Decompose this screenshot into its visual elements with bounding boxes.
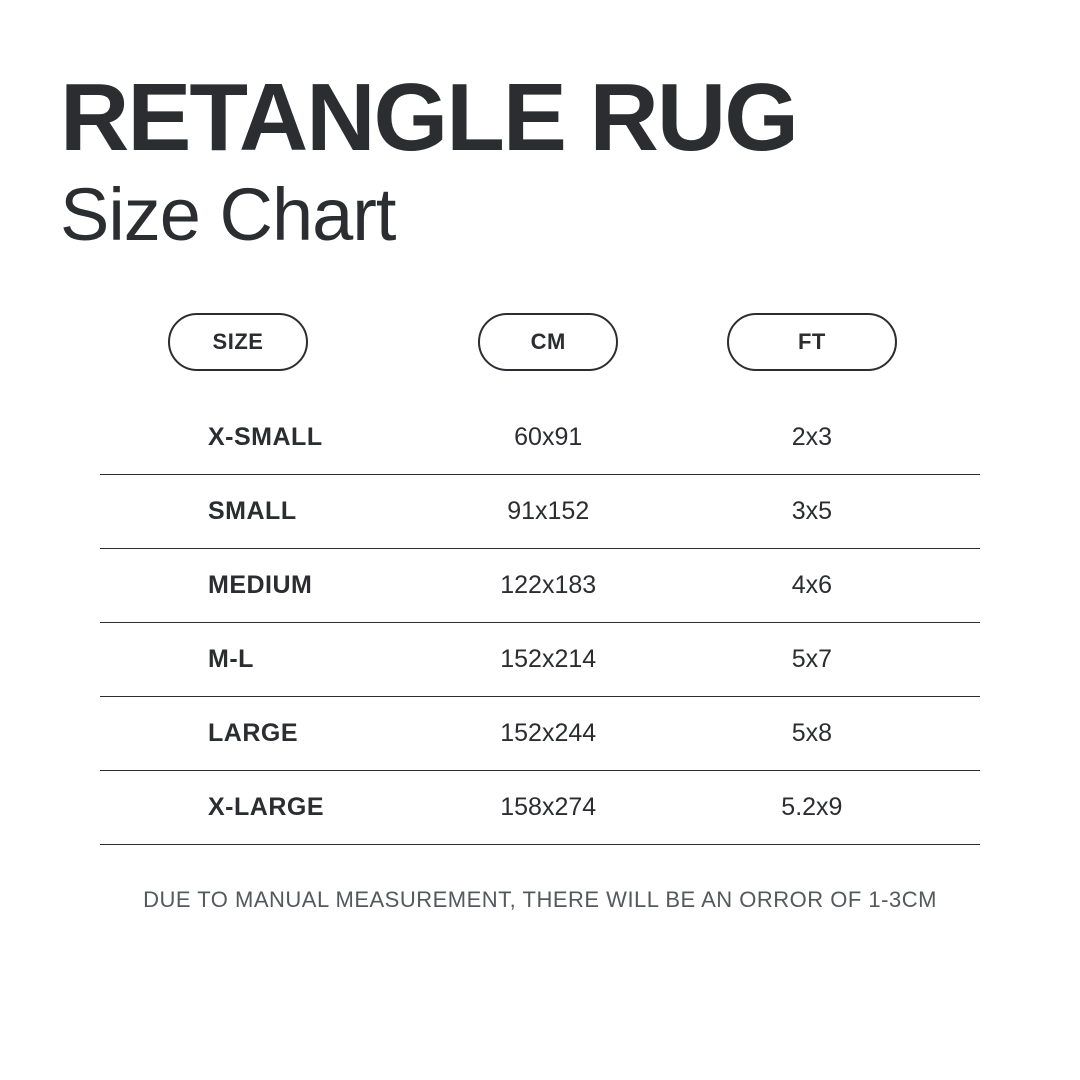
page-title-block: RETANGLE RUG Size Chart — [60, 70, 1020, 257]
page-title: RETANGLE RUG — [60, 70, 1020, 166]
cell-size: X-LARGE — [128, 793, 425, 822]
table-row: MEDIUM 122x183 4x6 — [100, 549, 980, 623]
cell-size: M-L — [128, 645, 425, 674]
table-header-cell: SIZE — [128, 313, 425, 371]
size-chart-table: SIZE CM FT X-SMALL 60x91 2x3 SMALL 91x15… — [100, 313, 980, 845]
cell-size: X-SMALL — [128, 423, 425, 452]
column-header-ft: FT — [727, 313, 897, 371]
cell-ft: 3x5 — [672, 497, 952, 526]
footnote-text: DUE TO MANUAL MEASUREMENT, THERE WILL BE… — [60, 887, 1020, 913]
cell-cm: 152x244 — [425, 719, 672, 748]
table-row: X-LARGE 158x274 5.2x9 — [100, 771, 980, 845]
cell-ft: 2x3 — [672, 423, 952, 452]
table-row: SMALL 91x152 3x5 — [100, 475, 980, 549]
cell-size: SMALL — [128, 497, 425, 526]
table-header-cell: FT — [672, 313, 952, 371]
cell-cm: 122x183 — [425, 571, 672, 600]
page-subtitle: Size Chart — [60, 172, 1020, 257]
table-header-cell: CM — [425, 313, 672, 371]
cell-ft: 5.2x9 — [672, 793, 952, 822]
cell-size: MEDIUM — [128, 571, 425, 600]
table-header-row: SIZE CM FT — [100, 313, 980, 401]
table-row: X-SMALL 60x91 2x3 — [100, 401, 980, 475]
column-header-cm: CM — [478, 313, 618, 371]
cell-cm: 158x274 — [425, 793, 672, 822]
cell-ft: 5x8 — [672, 719, 952, 748]
column-header-size: SIZE — [168, 313, 308, 371]
table-row: LARGE 152x244 5x8 — [100, 697, 980, 771]
cell-cm: 60x91 — [425, 423, 672, 452]
cell-cm: 91x152 — [425, 497, 672, 526]
cell-cm: 152x214 — [425, 645, 672, 674]
cell-size: LARGE — [128, 719, 425, 748]
cell-ft: 4x6 — [672, 571, 952, 600]
table-row: M-L 152x214 5x7 — [100, 623, 980, 697]
cell-ft: 5x7 — [672, 645, 952, 674]
